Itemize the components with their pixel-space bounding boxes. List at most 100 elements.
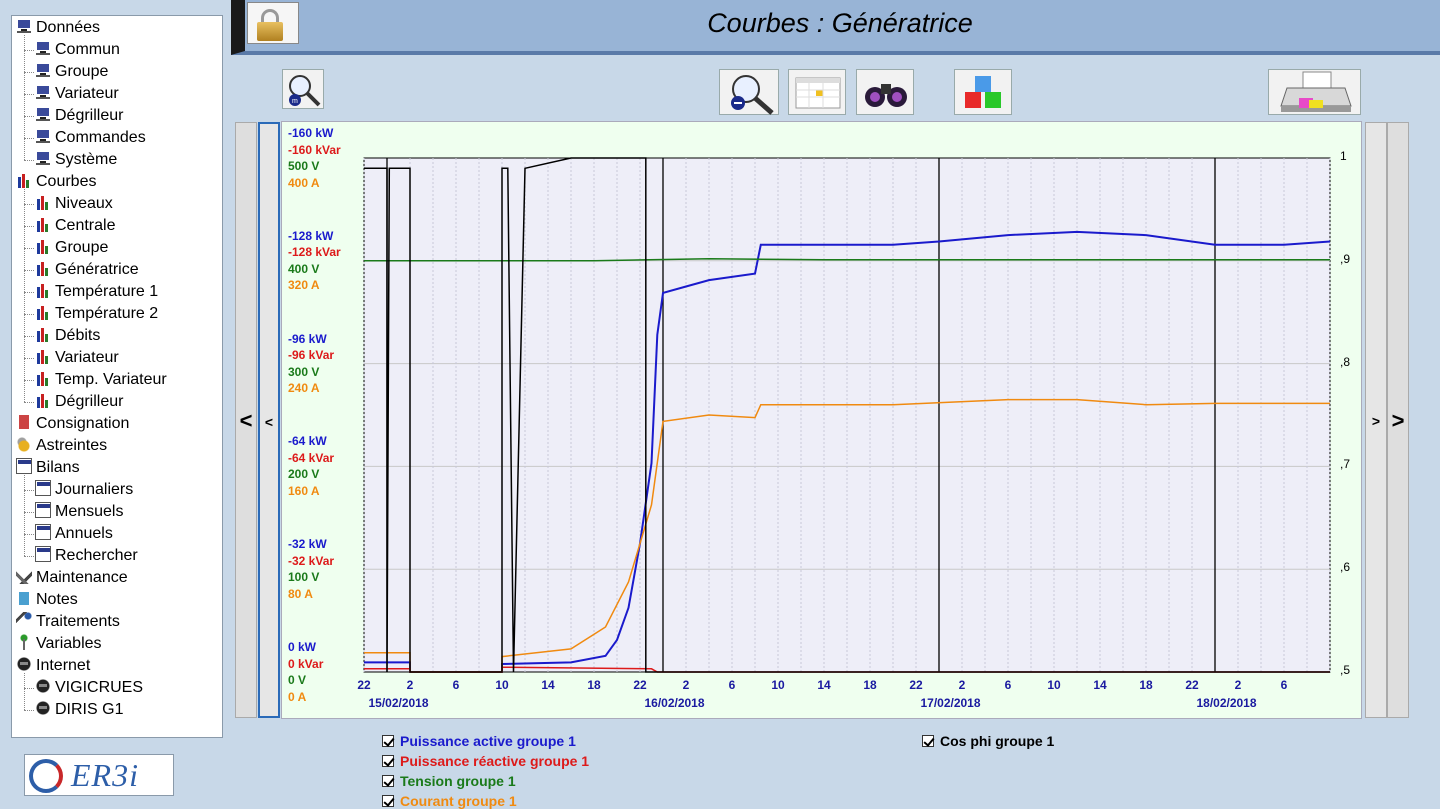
tree-item-groupe[interactable]: Groupe — [35, 237, 108, 259]
globe-icon — [35, 700, 51, 716]
tree-item-groupe[interactable]: Groupe — [35, 61, 108, 83]
lock-button[interactable] — [247, 2, 299, 44]
x-axis-date: 18/02/2018 — [1196, 696, 1257, 710]
zoom-out-button[interactable] — [719, 69, 779, 115]
calendar-icon — [16, 458, 32, 474]
tree-item-bilans[interactable]: Bilans — [16, 457, 80, 479]
series-line-v — [364, 257, 1330, 262]
right-axis-tick: 1 — [1340, 149, 1347, 163]
tree-item-d-grilleur[interactable]: Dégrilleur — [35, 391, 123, 413]
tree-item-commun[interactable]: Commun — [35, 39, 120, 61]
computer-icon — [35, 150, 51, 166]
x-axis-tick: 2 — [406, 678, 414, 692]
zoom-out-icon — [731, 75, 774, 115]
x-axis-tick: 6 — [452, 678, 460, 692]
tree-item-maintenance[interactable]: Maintenance — [16, 567, 128, 589]
tree-item-donn-es[interactable]: Données — [16, 17, 100, 39]
x-axis-tick: 10 — [771, 678, 785, 692]
tree-item-consignation[interactable]: Consignation — [16, 413, 129, 435]
tree-item-syst-me[interactable]: Système — [35, 149, 117, 171]
tree-item-centrale[interactable]: Centrale — [35, 215, 115, 237]
tree-item-label: Débits — [55, 327, 101, 344]
print-button[interactable] — [1268, 69, 1361, 115]
left-axis-tick-v: 400 V — [288, 261, 320, 276]
tree-item-label: Dégrilleur — [55, 107, 124, 124]
tree-item-annuels[interactable]: Annuels — [35, 523, 113, 545]
tree-item-journaliers[interactable]: Journaliers — [35, 479, 133, 501]
legend-checkbox[interactable] — [382, 735, 394, 747]
lock-icon — [261, 9, 279, 25]
tree-item-variables[interactable]: Variables — [16, 633, 102, 655]
tree-item-variateur[interactable]: Variateur — [35, 83, 119, 105]
right-axis-tick: ,6 — [1340, 560, 1351, 575]
tree-item-temp-rature-2[interactable]: Température 2 — [35, 303, 158, 325]
zoom-reset-button[interactable]: m — [282, 69, 324, 109]
tree-item-courbes[interactable]: Courbes — [16, 171, 96, 193]
tree-item-traitements[interactable]: Traitements — [16, 611, 120, 633]
left-axis-tick-a: 160 A — [288, 483, 320, 498]
legend-checkbox[interactable] — [382, 795, 394, 807]
x-axis-tick: 22 — [1185, 678, 1199, 692]
left-axis-tick-kvar: -160 kVar — [288, 142, 341, 157]
tree-item-astreintes[interactable]: Astreintes — [16, 435, 107, 457]
x-axis-tick: 22 — [909, 678, 923, 692]
tree-item-label: Internet — [36, 657, 91, 674]
x-axis-date: 17/02/2018 — [920, 696, 981, 710]
left-axis-tick-kw: -160 kW — [288, 126, 334, 140]
tree-item-internet[interactable]: Internet — [16, 655, 90, 677]
x-axis-tick: 18 — [1139, 678, 1153, 692]
tree-item-label: Bilans — [36, 459, 80, 476]
left-axis-tick-v: 300 V — [288, 364, 320, 379]
left-axis-tick-v: 100 V — [288, 570, 320, 585]
tree-item-label: Température 2 — [55, 305, 159, 322]
tree-item-niveaux[interactable]: Niveaux — [35, 193, 113, 215]
legend-item[interactable]: Cos phi groupe 1 — [922, 732, 1054, 750]
tree-item-label: Centrale — [55, 217, 116, 234]
legend-checkbox[interactable] — [922, 735, 934, 747]
navigation-tree[interactable]: Données Commun Groupe Variateur Dégrilleur Co… — [11, 15, 223, 738]
tree-item-label: Traitements — [36, 613, 120, 630]
legend-label: Cos phi groupe 1 — [940, 733, 1055, 749]
tree-item-label: Température 1 — [55, 283, 159, 300]
legend-item[interactable]: Puissance réactive groupe 1 — [382, 752, 589, 770]
display-options-button[interactable] — [954, 69, 1012, 115]
right-axis-tick: ,8 — [1340, 354, 1351, 369]
bar-chart-icon — [35, 348, 51, 364]
legend-checkbox[interactable] — [382, 775, 394, 787]
bar-chart-icon — [35, 238, 51, 254]
bar-chart-icon — [35, 282, 51, 298]
tree-item-label: DIRIS G1 — [55, 701, 124, 718]
tree-item-notes[interactable]: Notes — [16, 589, 78, 611]
left-axis-tick-kw: 0 kW — [288, 640, 317, 654]
last-page-button[interactable]: > — [1387, 122, 1409, 718]
tree-item-d-grilleur[interactable]: Dégrilleur — [35, 105, 123, 127]
x-axis-tick: 22 — [357, 678, 371, 692]
bar-chart-icon — [35, 216, 51, 232]
tree-item-temp-rature-1[interactable]: Température 1 — [35, 281, 158, 303]
tree-item-rechercher[interactable]: Rechercher — [35, 545, 138, 567]
tree-item-label: Temp. Variateur — [55, 371, 167, 388]
tree-item-variateur[interactable]: Variateur — [35, 347, 119, 369]
x-axis-tick: 2 — [1234, 678, 1242, 692]
legend-item[interactable]: Tension groupe 1 — [382, 772, 516, 790]
tree-item-d-bits[interactable]: Débits — [35, 325, 100, 347]
tree-item-temp-variateur[interactable]: Temp. Variateur — [35, 369, 167, 391]
previous-page-button[interactable]: < — [258, 122, 280, 718]
left-axis-tick-kw: -96 kW — [288, 331, 327, 346]
legend-item[interactable]: Courant groupe 1 — [382, 792, 517, 809]
calendar-button[interactable] — [788, 69, 846, 115]
tree-item-mensuels[interactable]: Mensuels — [35, 501, 123, 523]
tree-item-vigicrues[interactable]: VIGICRUES — [35, 677, 143, 699]
search-button[interactable] — [856, 69, 914, 115]
tree-item-g-n-ratrice[interactable]: Génératrice — [35, 259, 139, 281]
next-page-button[interactable]: > — [1365, 122, 1387, 718]
x-axis-tick: 18 — [587, 678, 601, 692]
first-page-button[interactable]: < — [235, 122, 257, 718]
tree-item-diris-g1[interactable]: DIRIS G1 — [35, 699, 123, 721]
legend-checkbox[interactable] — [382, 755, 394, 767]
tree-item-commandes[interactable]: Commandes — [35, 127, 146, 149]
calendar-icon — [35, 480, 51, 496]
tree-item-label: Niveaux — [55, 195, 113, 212]
legend-item[interactable]: Puissance active groupe 1 — [382, 732, 576, 750]
left-axis-tick-group: -128 kW -128 kVar 400 V 320 A — [288, 228, 341, 294]
